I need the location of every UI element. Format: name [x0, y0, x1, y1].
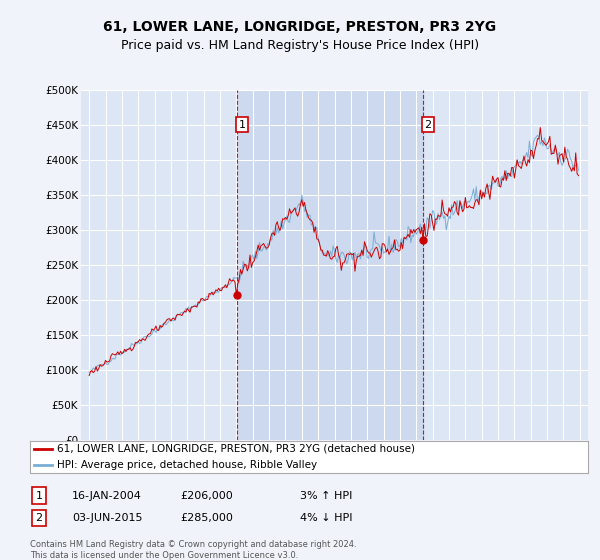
Text: 4% ↓ HPI: 4% ↓ HPI — [300, 513, 353, 523]
Text: 61, LOWER LANE, LONGRIDGE, PRESTON, PR3 2YG (detached house): 61, LOWER LANE, LONGRIDGE, PRESTON, PR3 … — [57, 444, 415, 454]
Text: Contains HM Land Registry data © Crown copyright and database right 2024.
This d: Contains HM Land Registry data © Crown c… — [30, 540, 356, 560]
Text: Price paid vs. HM Land Registry's House Price Index (HPI): Price paid vs. HM Land Registry's House … — [121, 39, 479, 52]
Text: 2: 2 — [424, 120, 431, 129]
Text: £206,000: £206,000 — [180, 491, 233, 501]
Text: 3% ↑ HPI: 3% ↑ HPI — [300, 491, 352, 501]
Text: 03-JUN-2015: 03-JUN-2015 — [72, 513, 143, 523]
Text: HPI: Average price, detached house, Ribble Valley: HPI: Average price, detached house, Ribb… — [57, 460, 317, 470]
Text: £285,000: £285,000 — [180, 513, 233, 523]
Text: 16-JAN-2004: 16-JAN-2004 — [72, 491, 142, 501]
Bar — [237, 90, 423, 440]
Text: 1: 1 — [35, 491, 43, 501]
Text: 1: 1 — [238, 120, 245, 129]
Text: 2: 2 — [35, 513, 43, 523]
Text: 61, LOWER LANE, LONGRIDGE, PRESTON, PR3 2YG: 61, LOWER LANE, LONGRIDGE, PRESTON, PR3 … — [103, 20, 497, 34]
